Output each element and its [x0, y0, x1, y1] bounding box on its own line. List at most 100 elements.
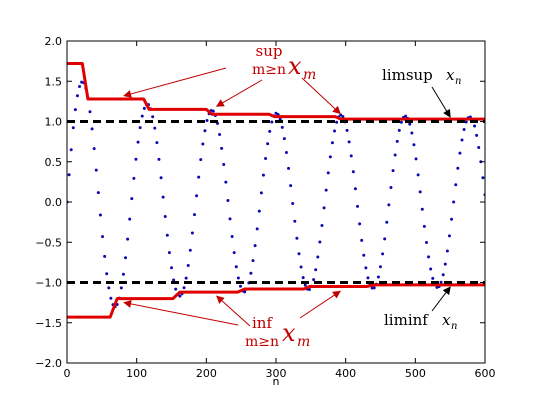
sequence-point [295, 236, 299, 240]
inf-arrow [123, 300, 239, 326]
sequence-point [347, 140, 351, 144]
inf-label-top: inf [252, 314, 273, 332]
sequence-point [220, 146, 224, 150]
sequence-point [439, 280, 443, 284]
sequence-point [184, 276, 188, 280]
sequence-point [429, 267, 433, 271]
limsup-arrow [431, 86, 451, 118]
inf-annotation: inf m≥n x m [245, 314, 310, 350]
sequence-point [142, 106, 146, 110]
plot-background [67, 41, 485, 363]
sequence-point [445, 249, 449, 253]
sequence-point [92, 147, 96, 151]
limsup-annotation: limsup x n [382, 66, 461, 87]
sup-arrow [215, 79, 263, 107]
sequence-point [414, 157, 418, 161]
liminf-var: x [442, 311, 451, 329]
sequence-point [243, 290, 247, 294]
sequence-point [303, 283, 307, 287]
inf-arrows [123, 290, 341, 327]
y-tick-label: −0.5 [35, 236, 62, 249]
liminf-annotation: liminf x n [384, 311, 457, 332]
y-tick-label: 2.0 [45, 35, 63, 48]
inf-arrow [216, 295, 251, 327]
sequence-point [101, 235, 105, 239]
sequence-point [157, 157, 161, 161]
sequence-point [356, 204, 360, 208]
sequence-point [226, 198, 230, 202]
sequence-point [161, 195, 165, 199]
sequence-point [195, 194, 199, 198]
sequence-point [199, 158, 203, 162]
sequence-point [420, 207, 424, 211]
sequence-point [326, 171, 330, 175]
sequence-point [107, 286, 111, 290]
sequence-point [360, 238, 364, 242]
sequence-point [190, 231, 194, 235]
sequence-point [335, 120, 339, 124]
sequence-point [270, 120, 274, 124]
sequence-point [119, 286, 123, 290]
sequence-point [140, 114, 144, 118]
y-tick-label: 1.5 [45, 75, 63, 88]
sequence-point [431, 276, 435, 280]
sequence-point [90, 127, 94, 131]
series-layer [67, 62, 485, 319]
sequence-point [318, 240, 322, 244]
sequence-point [96, 191, 100, 195]
sequence-point [358, 222, 362, 226]
y-tick-label: 1.0 [45, 116, 63, 129]
sequence-point [284, 150, 288, 154]
sequence-point [71, 126, 75, 130]
sequence-point [391, 169, 395, 173]
sequence-point [218, 133, 222, 137]
sequence-point [201, 142, 205, 146]
limsup-var: x [446, 66, 455, 84]
sequence-point [228, 217, 232, 221]
limsup-label: limsup [382, 66, 433, 84]
sequence-point [134, 157, 138, 161]
sequence-point [234, 265, 238, 269]
x-tick-label: 200 [196, 367, 217, 380]
inf-envelope-line [67, 283, 485, 319]
sequence-point [253, 244, 257, 248]
sequence-point [349, 154, 353, 158]
inf-label-sub: m≥n [245, 334, 279, 350]
sequence-point [345, 128, 349, 132]
sequence-point [259, 191, 263, 195]
sequence-point [424, 240, 428, 244]
sequence-point [353, 187, 357, 191]
sequence-point [105, 272, 109, 276]
sequence-point [297, 252, 301, 256]
sequence-point [464, 120, 468, 124]
sequence-point [443, 262, 447, 266]
sequence-point [178, 294, 182, 298]
sequence-point [153, 126, 157, 130]
sup-arrows [123, 67, 341, 115]
sequence-point [393, 153, 397, 157]
sequence-point [67, 173, 71, 177]
sequence-point [404, 114, 408, 118]
sequence-point [163, 215, 167, 219]
sequence-point [238, 284, 242, 288]
sequence-point [236, 276, 240, 280]
sequence-point [249, 271, 253, 275]
sequence-point [282, 137, 286, 141]
sequence-point [151, 115, 155, 119]
sequence-point [328, 155, 332, 159]
sequence-point [366, 276, 370, 280]
sequence-point [454, 183, 458, 187]
sequence-point [266, 142, 270, 146]
sequence-point [255, 227, 259, 231]
sequence-point [128, 217, 132, 221]
sequence-point [397, 128, 401, 132]
sequence-point [257, 209, 261, 213]
sequence-point [416, 173, 420, 177]
sequence-point [251, 259, 255, 263]
sequence-point [387, 203, 391, 207]
sequence-point [456, 166, 460, 170]
limsup-var-sub: n [455, 76, 461, 87]
liminf-arrow [431, 286, 451, 312]
